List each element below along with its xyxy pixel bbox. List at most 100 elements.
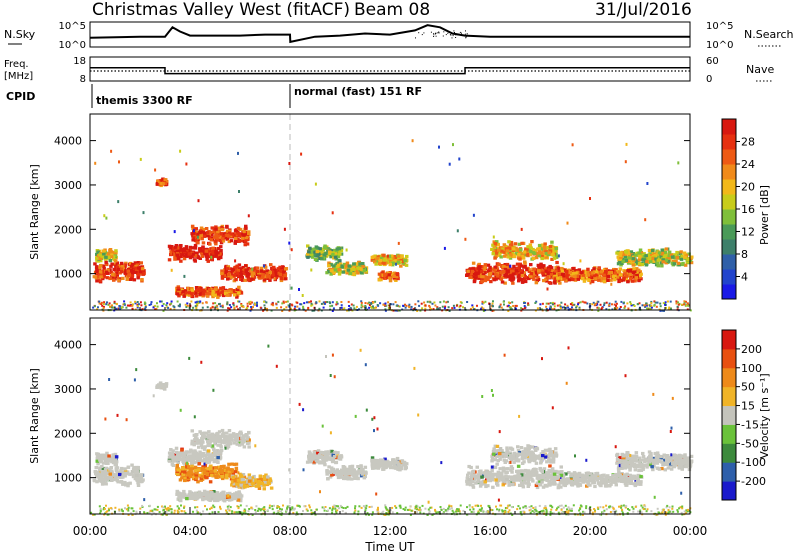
data-cell <box>244 264 248 268</box>
data-cell <box>548 245 553 249</box>
data-cell <box>176 285 181 289</box>
y-tick-label: 2000 <box>54 223 82 236</box>
data-cell <box>216 289 220 293</box>
data-cell <box>655 252 660 257</box>
ground-scatter-cell <box>97 306 99 309</box>
data-cell <box>388 263 392 267</box>
data-cell <box>472 280 477 284</box>
data-cell <box>196 454 201 458</box>
data-cell <box>534 281 539 285</box>
ground-scatter-cell <box>221 306 224 309</box>
ground-scatter-cell <box>129 301 132 304</box>
data-cell <box>477 262 481 266</box>
ground-scatter-cell <box>527 303 530 306</box>
ground-scatter-cell <box>638 302 641 305</box>
data-cell <box>356 266 360 270</box>
data-cell <box>135 467 139 471</box>
sparse-cell <box>192 229 195 233</box>
data-cell <box>586 270 590 274</box>
data-cell <box>221 497 225 501</box>
sparse-cell <box>273 277 276 281</box>
data-cell <box>387 273 391 277</box>
data-cell <box>656 264 660 268</box>
ground-scatter-cell <box>429 301 432 304</box>
data-cell <box>489 280 493 284</box>
data-cell <box>212 230 216 234</box>
ground-scatter-cell <box>290 303 293 306</box>
data-cell <box>554 255 559 259</box>
data-cell <box>228 293 232 297</box>
ground-scatter-cell <box>320 302 323 305</box>
ground-scatter-cell <box>307 308 310 311</box>
ground-scatter-cell <box>536 307 539 310</box>
data-cell <box>227 429 232 433</box>
data-cell <box>389 254 394 258</box>
data-cell <box>511 247 516 251</box>
data-cell <box>164 178 168 182</box>
data-cell <box>621 253 625 257</box>
data-cell <box>201 436 205 440</box>
data-cell <box>471 267 476 271</box>
data-cell <box>211 458 215 462</box>
data-cell <box>244 226 248 230</box>
data-cell <box>92 275 97 279</box>
data-cell <box>663 251 668 255</box>
data-cell <box>679 250 683 254</box>
data-cell <box>233 293 237 297</box>
ground-scatter-cell <box>689 309 692 312</box>
ground-scatter-cell <box>484 300 487 303</box>
ground-scatter-cell <box>197 302 200 304</box>
sparse-cell <box>155 181 158 185</box>
ground-scatter-cell <box>270 309 273 312</box>
data-cell <box>630 261 635 265</box>
sparse-cell <box>331 211 334 215</box>
data-cell <box>505 265 509 269</box>
data-cell <box>209 238 214 242</box>
data-cell <box>203 234 207 238</box>
sparse-cell <box>173 230 176 234</box>
ground-scatter-cell <box>558 304 561 307</box>
ground-scatter-cell <box>442 300 445 303</box>
ground-scatter-cell <box>659 309 662 312</box>
data-cell <box>282 270 286 274</box>
data-cell <box>214 233 218 237</box>
sparse-cell <box>290 286 293 290</box>
ground-scatter-cell <box>687 304 690 307</box>
data-cell <box>341 270 346 274</box>
ground-scatter-cell <box>619 306 622 308</box>
data-cell <box>259 483 263 487</box>
data-cell <box>198 450 202 454</box>
ground-scatter-cell <box>196 300 199 303</box>
data-cell <box>130 270 134 274</box>
data-cell <box>229 468 233 472</box>
data-cell <box>226 277 230 281</box>
ground-scatter-cell <box>166 302 169 305</box>
ground-scatter-cell <box>424 304 427 307</box>
data-cell <box>210 254 215 259</box>
data-cell <box>227 440 231 444</box>
sparse-cell <box>589 197 591 200</box>
sparse-cell <box>283 227 286 231</box>
ground-scatter-cell <box>368 306 371 309</box>
data-cell <box>187 252 192 256</box>
data-cell <box>549 266 554 270</box>
data-cell <box>173 257 177 261</box>
ground-scatter-cell <box>387 301 390 304</box>
sparse-cell <box>386 254 389 258</box>
data-cell <box>618 257 623 261</box>
ground-scatter-cell <box>459 304 462 307</box>
data-cell <box>534 256 539 260</box>
data-cell <box>322 457 326 461</box>
data-cell <box>204 491 208 496</box>
data-cell <box>613 271 618 275</box>
data-cell <box>220 428 225 433</box>
data-cell <box>100 254 104 258</box>
data-cell <box>348 271 353 276</box>
data-cell <box>470 269 475 273</box>
ground-scatter-cell <box>152 306 155 309</box>
data-cell <box>194 294 199 298</box>
data-cell <box>191 238 195 242</box>
data-cell <box>635 273 639 277</box>
data-cell <box>468 267 473 271</box>
freq-left-tick-bottom: 8 <box>80 74 86 85</box>
